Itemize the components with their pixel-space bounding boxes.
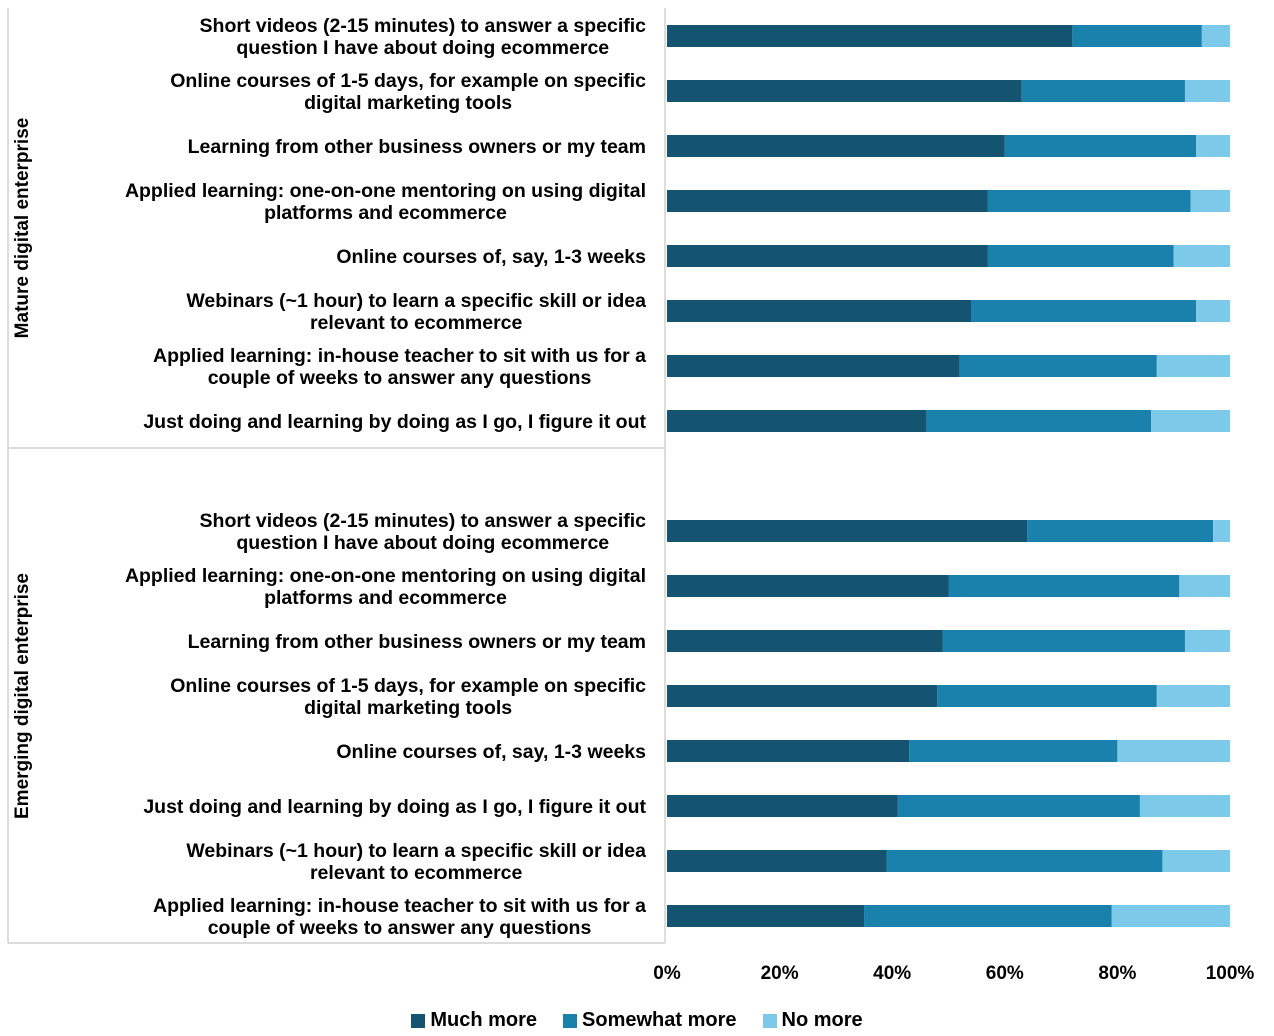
bar-segment-much-more — [667, 80, 1022, 102]
category-axis-frame — [7, 8, 666, 944]
bar-segment-somewhat-more — [987, 190, 1191, 212]
category-label: Short videos (2-15 minutes) to answer a … — [200, 510, 647, 532]
bar-segment-much-more — [667, 190, 988, 212]
x-tick-label: 80% — [1098, 963, 1136, 984]
category-label: relevant to ecommerce — [310, 862, 523, 884]
bar-segment-no-more — [1156, 355, 1230, 377]
category-label: Online courses of 1-5 days, for example … — [170, 70, 646, 92]
group-label: Mature digital enterprise — [12, 118, 33, 339]
legend-item-somewhat-more: Somewhat more — [563, 1009, 737, 1032]
bar-segment-somewhat-more — [959, 355, 1157, 377]
bar-segment-somewhat-more — [864, 905, 1112, 927]
category-label: Learning from other business owners or m… — [188, 136, 646, 158]
legend-swatch — [411, 1013, 426, 1028]
bar-segment-much-more — [667, 520, 1028, 542]
bars — [667, 25, 1230, 927]
bar-segment-no-more — [1196, 300, 1230, 322]
bar-segment-much-more — [667, 410, 926, 432]
x-tick-label: 20% — [761, 963, 799, 984]
bar-segment-no-more — [1139, 795, 1230, 817]
bar-segment-no-more — [1173, 245, 1230, 267]
bar-segment-somewhat-more — [886, 850, 1163, 872]
category-label: question I have about doing ecommerce — [236, 532, 609, 554]
category-label: Just doing and learning by doing as I go… — [143, 411, 646, 433]
category-labels: Short videos (2-15 minutes) to answer a … — [125, 15, 647, 939]
bar-segment-somewhat-more — [909, 740, 1118, 762]
category-label: Applied learning: one-on-one mentoring o… — [125, 180, 646, 202]
bar-segment-somewhat-more — [1021, 80, 1185, 102]
category-label: Applied learning: in-house teacher to si… — [153, 345, 646, 367]
legend-label: Somewhat more — [582, 1009, 737, 1031]
x-tick-label: 100% — [1206, 963, 1255, 984]
x-tick-label: 60% — [986, 963, 1024, 984]
bar-segment-much-more — [667, 905, 865, 927]
bar-segment-much-more — [667, 630, 943, 652]
bar-segment-no-more — [1117, 740, 1230, 762]
legend: Much more Somewhat more No more — [0, 1009, 1274, 1032]
bar-segment-somewhat-more — [971, 300, 1197, 322]
bar-segment-no-more — [1179, 575, 1230, 597]
category-label: Online courses of 1-5 days, for example … — [170, 675, 646, 697]
category-label: couple of weeks to answer any questions — [208, 917, 592, 939]
category-label: platforms and ecommerce — [264, 587, 507, 609]
category-label: Webinars (~1 hour) to learn a specific s… — [186, 840, 646, 862]
bar-segment-somewhat-more — [897, 795, 1140, 817]
category-label: digital marketing tools — [304, 697, 512, 719]
bar-segment-no-more — [1156, 685, 1230, 707]
category-label: question I have about doing ecommerce — [236, 37, 609, 59]
bar-segment-much-more — [667, 300, 972, 322]
stacked-bar-chart: Mature digital enterprise Emerging digita… — [7, 8, 1254, 984]
category-label: Just doing and learning by doing as I go… — [143, 796, 646, 818]
group-labels: Mature digital enterprise Emerging digita… — [12, 118, 33, 819]
bar-segment-much-more — [667, 740, 910, 762]
category-label: digital marketing tools — [304, 92, 512, 114]
category-label: Online courses of, say, 1-3 weeks — [336, 246, 646, 268]
x-axis-tick-labels: 0% 20% 40% 60% 80% 100% — [653, 963, 1254, 984]
bar-segment-much-more — [667, 575, 949, 597]
category-label: relevant to ecommerce — [310, 312, 523, 334]
legend-swatch — [762, 1013, 777, 1028]
bar-segment-somewhat-more — [925, 410, 1152, 432]
category-label: Online courses of, say, 1-3 weeks — [336, 741, 646, 763]
bar-segment-somewhat-more — [987, 245, 1174, 267]
bar-segment-somewhat-more — [942, 630, 1185, 652]
x-tick-label: 0% — [653, 963, 681, 984]
legend-item-much-more: Much more — [411, 1009, 537, 1032]
bar-segment-somewhat-more — [948, 575, 1180, 597]
bar-segment-much-more — [667, 245, 988, 267]
category-label: platforms and ecommerce — [264, 202, 507, 224]
bar-segment-much-more — [667, 685, 938, 707]
bar-segment-much-more — [667, 25, 1073, 47]
category-label: Short videos (2-15 minutes) to answer a … — [200, 15, 647, 37]
category-label: Webinars (~1 hour) to learn a specific s… — [186, 290, 646, 312]
legend-swatch — [563, 1013, 578, 1028]
group-label: Emerging digital enterprise — [12, 573, 33, 819]
bar-segment-somewhat-more — [1027, 520, 1214, 542]
category-label: couple of weeks to answer any questions — [208, 367, 592, 389]
bar-segment-no-more — [1111, 905, 1230, 927]
legend-label: No more — [781, 1009, 863, 1031]
category-label: Applied learning: in-house teacher to si… — [153, 895, 646, 917]
legend-item-no-more: No more — [762, 1009, 863, 1032]
bar-segment-no-more — [1184, 630, 1230, 652]
bar-segment-no-more — [1190, 190, 1230, 212]
bar-segment-much-more — [667, 795, 898, 817]
bar-segment-much-more — [667, 135, 1005, 157]
bar-segment-no-more — [1201, 25, 1230, 47]
bar-segment-much-more — [667, 850, 887, 872]
category-label: Applied learning: one-on-one mentoring o… — [125, 565, 646, 587]
bar-segment-no-more — [1184, 80, 1230, 102]
bar-segment-much-more — [667, 355, 960, 377]
bar-segment-no-more — [1196, 135, 1230, 157]
bar-segment-no-more — [1213, 520, 1230, 542]
legend-label: Much more — [430, 1009, 538, 1031]
bar-segment-somewhat-more — [1072, 25, 1202, 47]
category-label: Learning from other business owners or m… — [188, 631, 646, 653]
bar-segment-somewhat-more — [937, 685, 1157, 707]
bar-segment-no-more — [1162, 850, 1230, 872]
x-tick-label: 40% — [873, 963, 911, 984]
bar-segment-somewhat-more — [1004, 135, 1197, 157]
bar-segment-no-more — [1151, 410, 1230, 432]
